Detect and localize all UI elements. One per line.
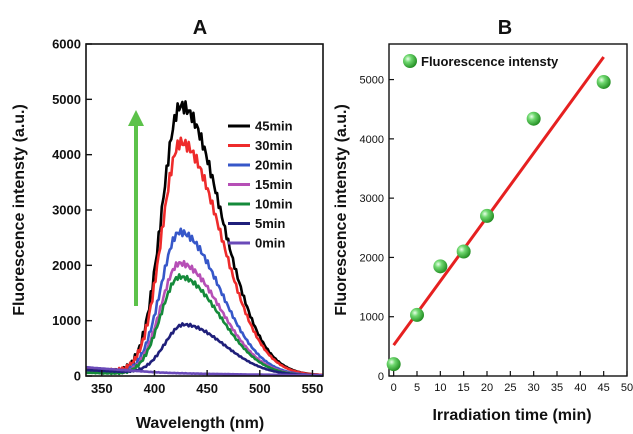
legend-marker (403, 54, 417, 68)
series-line-20min (85, 227, 323, 377)
data-point (596, 74, 611, 89)
legend-label-30min: 30min (255, 138, 293, 153)
x-tick-label: 45 (598, 382, 610, 394)
panel-b-plot: 0 1000 2000 3000 4000 5000 0 5 10 15 20 25 30 35 40 45 5… (360, 43, 633, 394)
data-point (410, 307, 424, 322)
legend-label-5min: 5min (255, 216, 285, 231)
data-point (433, 259, 448, 274)
y-tick-label: 0 (378, 371, 384, 383)
x-tick-label: 35 (551, 382, 563, 394)
x-tick-label: 20 (481, 382, 493, 394)
x-tick-label: 350 (91, 381, 113, 396)
legend-label: Fluorescence intensty (421, 54, 559, 69)
legend-label-20min: 20min (255, 158, 293, 173)
x-tick-label: 450 (196, 381, 218, 396)
x-tick-label: 25 (504, 382, 516, 394)
series-line-10min (85, 273, 324, 377)
legend-label-10min: 10min (255, 197, 293, 212)
x-tick-label: 500 (249, 381, 271, 396)
legend-label-45min: 45min (255, 119, 293, 134)
panel-b-frame (388, 43, 628, 377)
series-line-5min (85, 322, 323, 377)
y-tick-label: 2000 (52, 258, 81, 273)
x-tick-label: 400 (144, 381, 166, 396)
data-point (526, 111, 541, 126)
y-tick-label: 4000 (52, 147, 81, 162)
y-tick-label: 1000 (52, 313, 81, 328)
panel-a-plot: 0 1000 2000 3000 4000 5000 6000 350 400 450 500 550… (52, 37, 324, 396)
data-point (456, 244, 471, 259)
series-line-0min (85, 365, 323, 377)
x-tick-label: 5 (414, 382, 420, 394)
panel-a-ylabel: Fluorescence intensty (a.u.) (11, 104, 28, 316)
y-tick-label: 6000 (52, 37, 81, 52)
x-tick-label: 30 (528, 382, 540, 394)
legend-label-0min: 0min (255, 236, 285, 251)
x-tick-label: 550 (302, 381, 324, 396)
x-tick-label: 50 (621, 382, 633, 394)
x-tick-label: 40 (574, 382, 586, 394)
y-tick-label: 5000 (360, 75, 384, 87)
panel-b-title: B (498, 17, 512, 39)
y-tick-label: 4000 (360, 134, 384, 146)
y-tick-label: 3000 (52, 203, 81, 218)
panel-a-title: A (193, 17, 207, 39)
legend-label-15min: 15min (255, 177, 293, 192)
x-tick-label: 10 (434, 382, 446, 394)
x-tick-label: 0 (391, 382, 397, 394)
y-tick-label: 2000 (360, 252, 384, 264)
panel-a-xlabel: Wavelength (nm) (136, 415, 264, 432)
data-point (480, 208, 494, 223)
y-tick-label: 5000 (52, 92, 81, 107)
panel-b-ylabel: Fluorescence intensty (a.u.) (333, 104, 350, 316)
y-tick-label: 0 (74, 369, 81, 384)
panel-b-xlabel: Irradiation time (min) (432, 407, 591, 424)
y-tick-label: 1000 (360, 312, 384, 324)
x-tick-label: 15 (458, 382, 470, 394)
data-point (386, 357, 401, 372)
series-line-15min (85, 259, 323, 377)
y-tick-label: 3000 (360, 193, 384, 205)
fit-line (392, 56, 605, 347)
